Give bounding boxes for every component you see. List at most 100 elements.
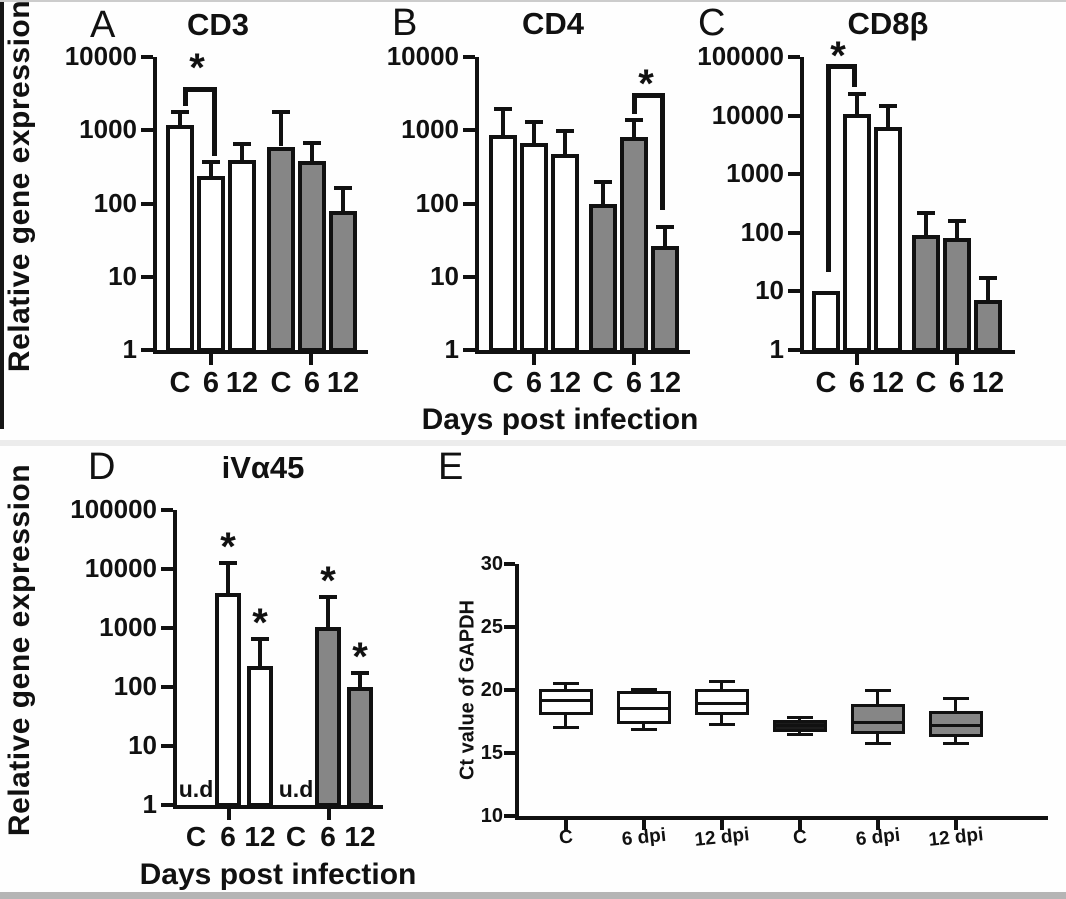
significance-bracket-arm bbox=[660, 93, 665, 210]
panel-letter: B bbox=[392, 2, 418, 44]
error-bar-cap bbox=[948, 218, 966, 223]
significance-bracket-arm bbox=[212, 87, 217, 156]
x-category-label: 6 bbox=[525, 367, 543, 399]
panel-letter: A bbox=[90, 4, 116, 46]
error-bar-stem bbox=[855, 94, 859, 115]
y-tick-label: 1000 bbox=[79, 114, 137, 145]
error-bar-stem bbox=[358, 672, 362, 687]
error-bar-cap bbox=[848, 92, 866, 97]
error-bar-stem bbox=[563, 131, 567, 154]
y-axis-line bbox=[173, 510, 177, 809]
whisker-stem bbox=[954, 698, 957, 712]
panel-letter: D bbox=[88, 446, 116, 488]
y-tick bbox=[788, 289, 800, 294]
error-bar-cap bbox=[303, 141, 321, 146]
whisker-stem bbox=[720, 715, 723, 724]
error-bar-cap bbox=[219, 561, 237, 566]
y-tick-label: 100000 bbox=[70, 494, 157, 524]
x-axis-line bbox=[800, 350, 1015, 354]
x-tick bbox=[954, 820, 958, 830]
x-category-label: 6 bbox=[303, 367, 321, 399]
y-tick-label: 10 bbox=[755, 275, 784, 306]
y-axis-label: Ct value of GAPDH bbox=[456, 599, 479, 781]
significance-asterisk: * bbox=[252, 601, 268, 646]
whisker-cap bbox=[943, 696, 969, 700]
x-category-label: C bbox=[558, 826, 574, 849]
y-tick-label: 1 bbox=[444, 334, 459, 364]
x-category-label: 12 bbox=[971, 367, 1005, 399]
x-tick bbox=[876, 820, 880, 830]
x-category-label: 6 bbox=[948, 367, 966, 399]
y-tick-label: 1000 bbox=[99, 612, 157, 642]
y-tick bbox=[161, 567, 173, 571]
y-tick bbox=[788, 230, 800, 235]
bar bbox=[620, 137, 648, 352]
y-tick bbox=[161, 508, 173, 512]
whisker-stem bbox=[876, 734, 879, 743]
y-tick bbox=[141, 274, 153, 279]
x-category-label: 6 bbox=[625, 367, 643, 399]
error-bar-cap bbox=[917, 210, 935, 215]
y-tick-label: 1 bbox=[122, 334, 137, 364]
y-tick-label: 10 bbox=[128, 730, 157, 760]
whisker-stem bbox=[798, 717, 801, 721]
bar bbox=[943, 237, 971, 352]
whisker-stem bbox=[564, 715, 567, 727]
whisker-cap bbox=[787, 715, 813, 719]
x-tick bbox=[720, 820, 724, 830]
error-bar-stem bbox=[986, 277, 990, 301]
x-category-label: C bbox=[815, 367, 837, 399]
whisker-cap bbox=[553, 725, 579, 729]
whisker-cap bbox=[553, 681, 579, 685]
error-bar-stem bbox=[532, 122, 536, 144]
error-bar-cap bbox=[556, 129, 574, 134]
y-tick bbox=[504, 688, 515, 692]
y-tick-label: 15 bbox=[480, 742, 503, 764]
y-tick-label: 10000 bbox=[711, 99, 784, 130]
y-tick bbox=[788, 55, 800, 59]
whisker-cap bbox=[787, 733, 813, 737]
undetectable-label: u.d bbox=[178, 776, 214, 802]
significance-bracket-top bbox=[183, 87, 217, 92]
y-tick-label: 25 bbox=[480, 616, 503, 638]
error-bar-stem bbox=[601, 182, 605, 205]
whisker-cap bbox=[631, 728, 657, 732]
whisker-stem bbox=[642, 724, 645, 730]
x-group-tick bbox=[855, 354, 859, 365]
error-bar-stem bbox=[326, 597, 330, 628]
x-tick bbox=[798, 820, 802, 830]
y-axis-line bbox=[800, 57, 804, 354]
y-tick bbox=[141, 55, 153, 59]
y-axis-line bbox=[153, 57, 157, 354]
x-category-label: 6 bbox=[220, 821, 236, 852]
y-tick-label: 10 bbox=[430, 260, 459, 291]
median-line bbox=[620, 706, 668, 710]
error-bar-cap bbox=[171, 110, 189, 115]
error-bar-stem bbox=[341, 187, 345, 211]
y-tick-label: 100 bbox=[415, 187, 459, 218]
bar bbox=[329, 210, 357, 352]
significance-bracket-arm bbox=[183, 87, 188, 106]
y-tick-label: 100 bbox=[93, 187, 137, 218]
error-bar-stem bbox=[209, 162, 213, 177]
y-tick bbox=[141, 201, 153, 206]
y-tick bbox=[141, 348, 153, 352]
y-tick bbox=[161, 803, 173, 807]
y-tick bbox=[788, 113, 800, 118]
error-bar-stem bbox=[924, 212, 928, 235]
x-category-label: C bbox=[592, 367, 614, 399]
error-bar-cap bbox=[202, 160, 220, 165]
x-category-label: 12 bbox=[548, 367, 582, 399]
whisker-stem bbox=[798, 731, 801, 735]
error-bar-stem bbox=[663, 226, 667, 247]
x-group-tick bbox=[309, 354, 313, 365]
x-category-label: C bbox=[285, 821, 307, 852]
x-group-tick bbox=[209, 354, 213, 365]
box bbox=[929, 711, 983, 737]
error-bar-cap bbox=[625, 118, 643, 122]
y-tick-label: 10000 bbox=[64, 41, 137, 71]
y-tick-label: 10 bbox=[108, 260, 137, 291]
error-bar-cap bbox=[351, 670, 369, 675]
error-bar-stem bbox=[632, 120, 636, 138]
error-bar-stem bbox=[955, 220, 959, 238]
